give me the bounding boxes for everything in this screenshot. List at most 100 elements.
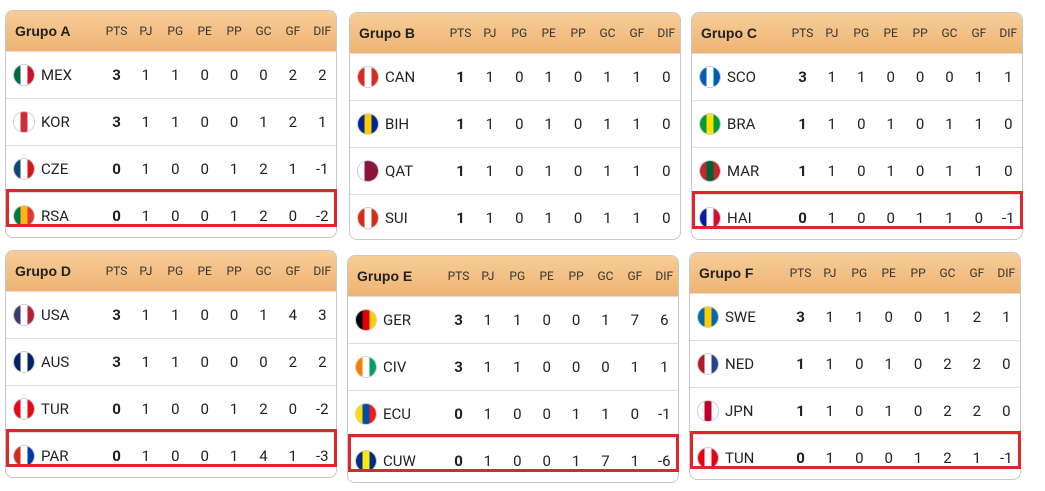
stat-cell: 1	[798, 162, 807, 180]
stat-cell: 0	[662, 162, 671, 180]
group-header: Grupo A PTS PJ PG PE PP GC GF DIF	[6, 11, 336, 51]
stat-cell: 2	[972, 402, 982, 420]
team-row: HAI 0 1 0 0 1 1 0 -1	[692, 194, 1022, 239]
team-code: KOR	[41, 113, 70, 131]
stat-cell: 2	[288, 353, 298, 371]
stat-cell: 0	[796, 449, 805, 467]
team-row: TUN 0 1 0 0 1 2 1 -1	[690, 434, 1020, 479]
stat-cell: 0	[454, 405, 463, 423]
flag-icon	[358, 208, 378, 228]
team-code: CZE	[41, 160, 69, 178]
team-code: ECU	[383, 405, 412, 423]
team-code: QAT	[385, 162, 414, 180]
stat-cell: 0	[542, 452, 551, 470]
flag-icon	[14, 159, 34, 179]
column-header: PJ	[139, 24, 153, 38]
stat-cell: 1	[141, 66, 151, 84]
stat-cell: 1	[630, 452, 640, 470]
flag-icon	[698, 401, 718, 421]
team-code: RSA	[41, 207, 69, 225]
column-header: PE	[881, 266, 896, 280]
stat-cell: 1	[886, 115, 895, 133]
stat-cell: 0	[515, 209, 524, 227]
team-code: MAR	[727, 162, 760, 180]
stat-cell: 0	[171, 160, 180, 178]
stat-cell: 1	[259, 306, 268, 324]
column-header: GC	[597, 269, 614, 283]
flag-icon	[698, 354, 718, 374]
flag-icon	[700, 161, 720, 181]
stat-cell: 1	[513, 358, 522, 376]
flag-icon	[700, 114, 720, 134]
stat-cell: 0	[884, 308, 893, 326]
stat-cell: 1	[945, 115, 954, 133]
team-row: CAN 1 1 0 1 0 1 1 0	[350, 53, 680, 100]
stat-cell: 1	[884, 355, 893, 373]
group-header: Grupo F PTS PJ PG PE PP GC GF DIF	[690, 253, 1020, 293]
stat-cell: 0	[542, 311, 551, 329]
stat-cell: 0	[974, 209, 984, 227]
stat-cell: -1	[1000, 449, 1013, 467]
stat-cell: 1	[483, 311, 493, 329]
stat-cell: 1	[884, 402, 893, 420]
stat-cell: 2	[259, 400, 268, 418]
stat-cell: 1	[485, 209, 495, 227]
stat-cell: 0	[200, 400, 209, 418]
stat-cell: 1	[456, 115, 465, 133]
team-row: GER 3 1 1 0 0 1 7 6	[348, 296, 678, 343]
stat-cell: 0	[542, 358, 551, 376]
column-header: DIF	[655, 269, 674, 283]
stat-cell: 0	[798, 209, 807, 227]
column-header: PE	[197, 24, 212, 38]
stat-cell: 0	[913, 308, 923, 326]
stat-cell: 2	[943, 402, 952, 420]
team-row: USA 3 1 1 0 0 1 4 3	[6, 291, 336, 338]
flag-icon	[14, 352, 34, 372]
stat-cell: 0	[662, 115, 671, 133]
stat-cell: 0	[515, 68, 524, 86]
stat-cell: 1	[945, 162, 954, 180]
stat-cell: 1	[141, 400, 151, 418]
stat-cell: 1	[483, 358, 493, 376]
team-row: MEX 3 1 1 0 0 0 2 2	[6, 51, 336, 98]
flag-icon	[14, 446, 34, 466]
stat-cell: 1	[632, 115, 642, 133]
stat-cell: 0	[171, 207, 180, 225]
stat-cell: 0	[200, 306, 209, 324]
column-header: GF	[285, 264, 301, 278]
group-card: Grupo A PTS PJ PG PE PP GC GF DIF MEX 3 1 1 0 0 0 2 2 KOR 3…	[5, 10, 337, 238]
flag-icon	[356, 357, 376, 377]
stat-cell: 1	[456, 162, 465, 180]
stat-cell: 0	[913, 355, 923, 373]
stat-cell: 3	[798, 68, 807, 86]
stat-cell: 1	[603, 209, 612, 227]
team-code: BIH	[385, 115, 410, 133]
team-row: PAR 0 1 0 0 1 4 1 -3	[6, 432, 336, 477]
stat-cell: 1	[974, 162, 984, 180]
stat-cell: -1	[316, 160, 329, 178]
stat-cell: 1	[229, 400, 239, 418]
stat-cell: 1	[972, 449, 982, 467]
group-title: Grupo A	[15, 23, 71, 39]
stat-cell: 1	[943, 308, 952, 326]
team-code: CIV	[383, 358, 407, 376]
flag-icon	[700, 208, 720, 228]
flag-icon	[356, 404, 376, 424]
stat-cell: 1	[171, 113, 180, 131]
team-code: MEX	[41, 66, 73, 84]
stat-cell: -2	[316, 400, 329, 418]
stat-cell: 2	[318, 353, 327, 371]
stat-cell: 1	[827, 115, 837, 133]
stat-cell: 0	[855, 355, 864, 373]
group-card: Grupo E PTS PJ PG PE PP GC GF DIF GER 3 1 1 0 0 1 7 6 CIV 3…	[347, 255, 679, 483]
team-row: SWE 3 1 1 0 0 1 2 1	[690, 293, 1020, 340]
flag-icon	[356, 310, 376, 330]
stat-cell: 1	[456, 209, 465, 227]
stat-cell: 3	[112, 66, 121, 84]
stat-cell: 2	[288, 113, 298, 131]
team-code: NED	[725, 355, 755, 373]
group-header: Grupo B PTS PJ PG PE PP GC GF DIF	[350, 13, 680, 53]
stat-cell: 0	[515, 162, 524, 180]
column-header: DIF	[999, 26, 1018, 40]
team-code: GER	[383, 311, 411, 329]
